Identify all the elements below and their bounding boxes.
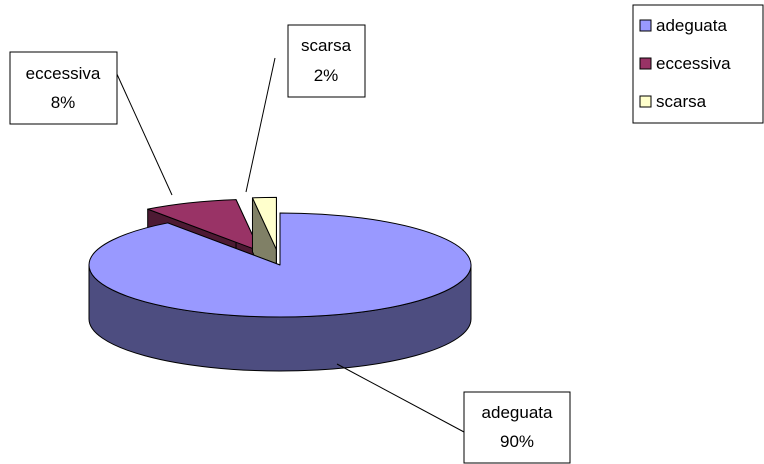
label-name-scarsa: scarsa — [301, 36, 352, 55]
data-label-adeguata: adeguata 90% — [463, 391, 571, 464]
pie-slices — [88, 196, 472, 372]
legend-label-scarsa: scarsa — [656, 92, 707, 111]
leader-line-adeguata — [336, 363, 465, 433]
legend-label-eccessiva: eccessiva — [656, 54, 731, 73]
leader-line-scarsa — [245, 57, 276, 193]
label-name-eccessiva: eccessiva — [26, 64, 101, 83]
label-percent-scarsa: 2% — [314, 66, 339, 85]
data-label-eccessiva: eccessiva 8% — [9, 51, 118, 125]
label-percent-eccessiva: 8% — [51, 93, 76, 112]
label-name-adeguata: adeguata — [482, 403, 553, 422]
label-percent-adeguata: 90% — [500, 432, 534, 451]
legend-label-adeguata: adeguata — [656, 16, 727, 35]
slice-adeguata — [88, 212, 472, 372]
leader-line-eccessiva — [115, 71, 173, 196]
data-label-scarsa: scarsa 2% — [287, 24, 366, 98]
legend-swatch-scarsa — [639, 95, 652, 108]
legend-swatch-eccessiva — [639, 57, 652, 70]
legend-swatch-adeguata — [639, 19, 652, 32]
leader-lines — [115, 57, 465, 433]
legend: adeguata eccessiva scarsa — [632, 4, 764, 124]
legend-box — [632, 4, 764, 124]
